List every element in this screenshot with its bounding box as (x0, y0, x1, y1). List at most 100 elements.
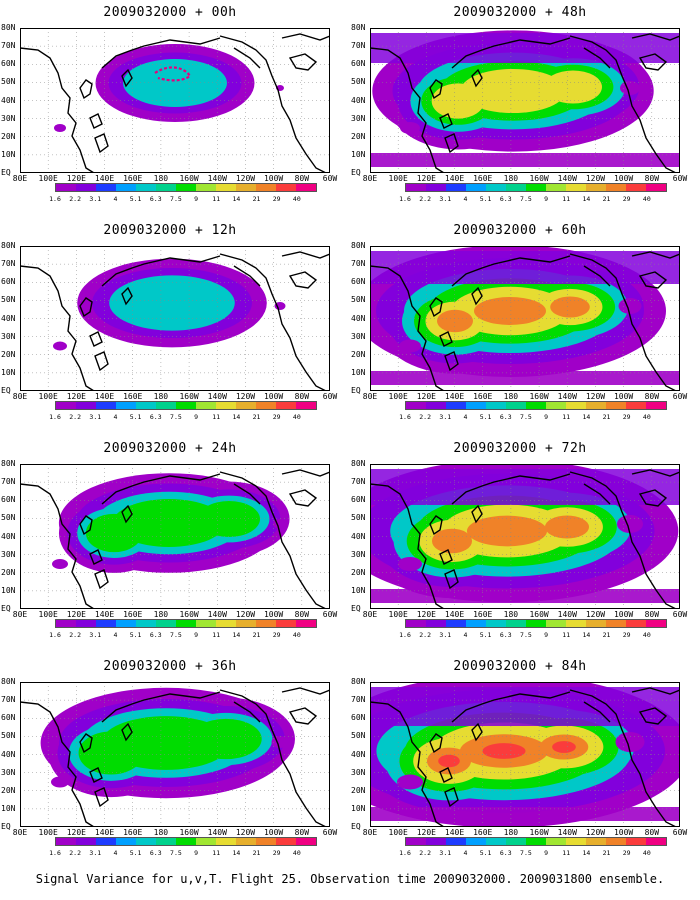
colorbar-segment (446, 838, 466, 845)
colorbar-segment (486, 184, 506, 191)
colorbar-segment (606, 402, 626, 409)
colorbar-label: 3.1 (89, 849, 102, 857)
longitude-label: 180 (153, 392, 169, 401)
latitude-label: 30N (351, 549, 366, 559)
colorbar-segment (546, 838, 566, 845)
colorbar-segment (196, 620, 216, 627)
colorbar-segment (96, 402, 116, 409)
forecast-panel: 2009032000 + 72h 80N 70N 60N 50N 40N 30N 20N 10N… (350, 441, 690, 656)
colorbar-label: 2.2 (69, 413, 82, 421)
latitude-label: 40N (1, 749, 16, 759)
longitude-label: 180 (503, 392, 519, 401)
longitude-label: 80E (12, 610, 28, 619)
longitude-label: 80W (294, 828, 310, 837)
longitude-label: 140E (94, 828, 115, 837)
colorbar-segment (446, 620, 466, 627)
longitude-label: 100E (38, 828, 58, 837)
colorbar-label: 4 (113, 631, 118, 639)
colorbar-label: 29 (272, 849, 281, 857)
latitude-label: 70N (1, 695, 16, 705)
colorbar-segment (156, 620, 176, 627)
longitude-label: 100E (388, 174, 408, 183)
colorbar-segment (566, 184, 586, 191)
colorbar-segment (256, 620, 276, 627)
latitude-label: EQ (351, 386, 361, 395)
colorbar-label: 14 (232, 631, 241, 639)
colorbar-label: 5.1 (129, 413, 142, 421)
colorbar-label: 7.5 (520, 195, 532, 203)
colorbar-label: 40 (642, 413, 651, 421)
latitude-label: 30N (1, 113, 16, 123)
colorbar-label: 5.1 (129, 195, 142, 203)
colorbar-label: 11 (212, 849, 221, 857)
latitude-label: 70N (351, 41, 366, 51)
colorbar-segment (236, 620, 256, 627)
longitude-label: 120E (66, 392, 86, 401)
colorbar-label: 21 (602, 849, 611, 857)
colorbar-segment (276, 184, 296, 191)
colorbar-segment (526, 838, 546, 845)
colorbar-segment (646, 838, 666, 845)
longitude-label: 80W (644, 828, 660, 837)
colorbar-label: 4 (463, 413, 468, 421)
colorbar-label: 5.1 (479, 413, 492, 421)
colorbar-segment (296, 620, 316, 627)
colorbar-segment (296, 402, 316, 409)
latitude-label: 50N (351, 77, 366, 87)
longitude-label: 80E (12, 174, 28, 183)
colorbar-segment (216, 838, 236, 845)
colorbar-segment (426, 184, 446, 191)
longitude-label: 120E (416, 610, 436, 619)
colorbar-label: 2.2 (419, 849, 432, 857)
latitude-label: 70N (351, 477, 366, 487)
colorbar-label: 11 (212, 413, 221, 421)
latitude-label: 70N (351, 259, 366, 269)
colorbar-label: 40 (292, 849, 301, 857)
longitude-label: 140E (444, 828, 465, 837)
latitude-label: 50N (1, 513, 16, 523)
longitude-label: 120E (416, 392, 436, 401)
longitude-label: 120E (66, 174, 86, 183)
colorbar-segment (426, 620, 446, 627)
colorbar-label: 29 (622, 849, 631, 857)
longitude-label: 100W (613, 174, 634, 183)
colorbar-segment (506, 838, 526, 845)
colorbar-segment (506, 184, 526, 191)
colorbar-label: 1.6 (49, 413, 61, 421)
colorbar-label: 3.1 (89, 631, 102, 639)
colorbar-label: 7.5 (170, 849, 182, 857)
colorbar-segment (116, 184, 136, 191)
longitude-label: 120E (416, 828, 436, 837)
longitude-label: 60W (672, 828, 688, 837)
colorbar (405, 837, 667, 846)
latitude-label: 10N (1, 803, 16, 813)
latitude-label: 70N (1, 259, 16, 269)
longitude-label: 180 (153, 610, 169, 619)
colorbar-label: 7.5 (520, 413, 532, 421)
colorbar-segment (646, 620, 666, 627)
latitude-label: 30N (351, 767, 366, 777)
panel-title: 2009032000 + 84h (453, 659, 587, 674)
longitude-label: 140W (207, 392, 227, 401)
latitude-label: 10N (351, 367, 366, 377)
latitude-label: 20N (351, 349, 366, 359)
colorbar-label: 1.6 (399, 195, 411, 203)
longitude-label: 100W (613, 828, 634, 837)
latitude-label: 20N (351, 567, 366, 577)
colorbar-label: 9 (194, 631, 199, 639)
colorbar (405, 401, 667, 410)
colorbar-segment (586, 838, 606, 845)
longitude-label: 160W (179, 828, 199, 837)
longitude-label: 140E (94, 392, 115, 401)
colorbar-segment (486, 838, 506, 845)
latitude-label: EQ (351, 822, 361, 831)
longitude-label: 100W (613, 610, 634, 619)
panel-title: 2009032000 + 36h (103, 659, 237, 674)
colorbar-segment (136, 838, 156, 845)
colorbar-label: 3.1 (439, 195, 452, 203)
colorbar-segment (76, 402, 96, 409)
longitude-label: 160E (123, 174, 143, 183)
longitude-label: 80E (12, 828, 28, 837)
longitude-label: 140E (94, 610, 115, 619)
longitude-label: 160W (529, 174, 549, 183)
